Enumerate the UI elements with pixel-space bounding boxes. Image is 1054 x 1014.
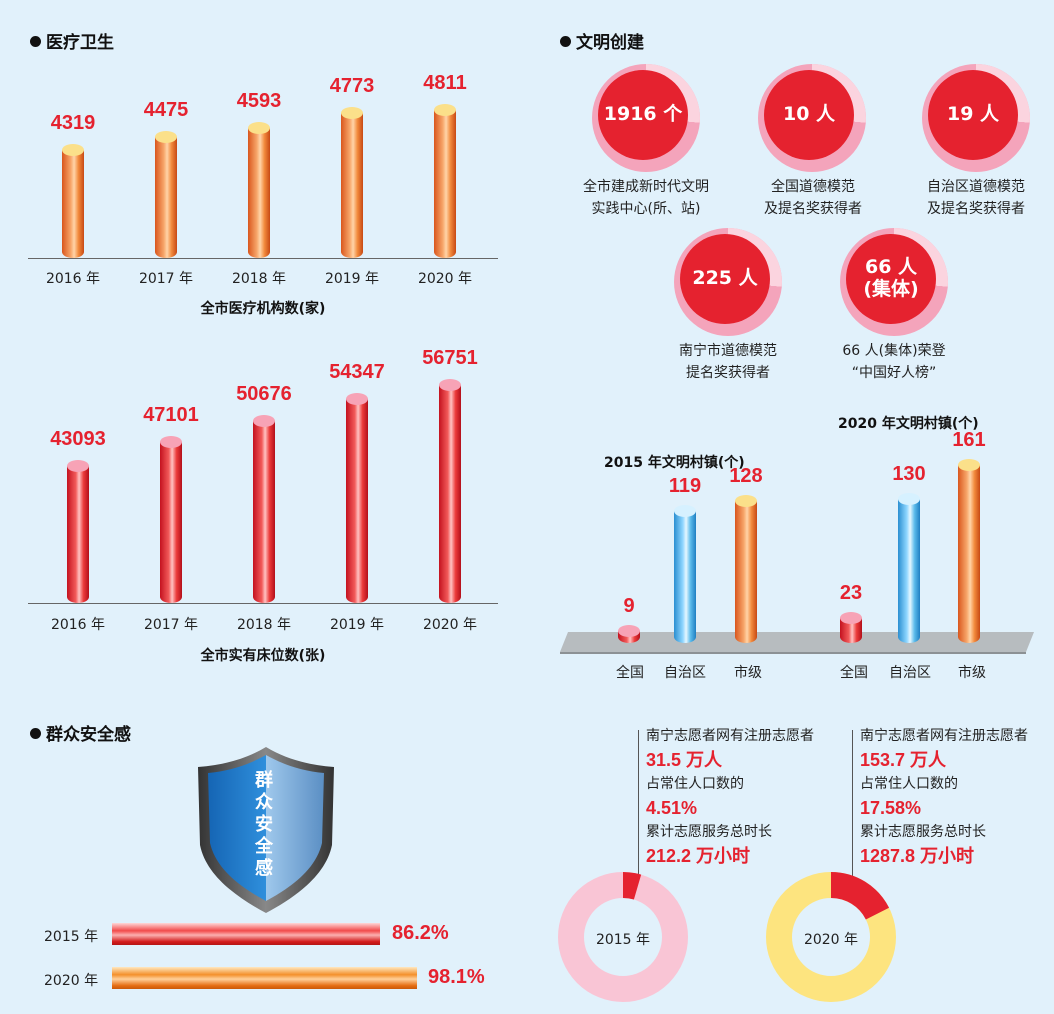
volunteer-2020-year: 2020 年 xyxy=(803,932,859,948)
shield-icon xyxy=(198,747,334,913)
section-title-civilization: 文明创建 xyxy=(560,28,644,53)
safety-value-2020: 98.1% xyxy=(428,966,485,988)
hospital_beds-bar xyxy=(67,460,89,603)
medical_institutions-value-label: 4593 xyxy=(236,89,282,112)
shield-text: 群 众 安 全 感 xyxy=(255,770,273,879)
bullet-icon xyxy=(30,35,41,47)
civ-circle-5: 66 人 (集体) xyxy=(840,228,948,336)
civ-circle-5-label: 66 人(集体)荣登 “中国好人榜” xyxy=(842,343,946,381)
village-bar-values_2020 xyxy=(958,459,980,643)
volunteer-2015-year: 2015 年 xyxy=(595,932,651,948)
medical_institutions-bar xyxy=(62,144,84,258)
civ-circle-3-label: 自治区道德模范 及提名奖获得者 xyxy=(927,179,1025,217)
hospital_beds-year-label: 2019 年 xyxy=(329,617,385,633)
volunteer-2020-donut xyxy=(766,872,896,1002)
safety-bar-2020 xyxy=(112,967,417,989)
village-category-label: 市级 xyxy=(958,665,986,681)
hospital_beds-year-label: 2018 年 xyxy=(236,617,292,633)
village-bar-values_2020 xyxy=(898,493,920,643)
civ-circle-5-value: 66 人 (集体) xyxy=(846,234,936,324)
hospital_beds-value-label: 47101 xyxy=(143,404,199,427)
medical_institutions-value-label: 4475 xyxy=(143,99,189,122)
village-bar-values_2015 xyxy=(735,495,757,643)
safety-year-2015: 2015 年 xyxy=(44,929,99,945)
medical_institutions-year-label: 2019 年 xyxy=(324,271,380,287)
civ-circle-1-value: 1916 个 xyxy=(598,70,688,160)
village-value-label: 128 xyxy=(729,465,763,488)
village-value-label: 161 xyxy=(952,429,986,451)
civ-circle-3-value: 19 人 xyxy=(928,70,1018,160)
civ-circle-2-label: 全国道德模范 及提名奖获得者 xyxy=(764,179,862,217)
hospital_beds-year-label: 2016 年 xyxy=(50,617,106,633)
volunteer-2020-text: 南宁志愿者网有注册志愿者 153.7 万人 占常住人口数的 17.58% 累计志… xyxy=(860,728,1028,866)
village-bar-values_2015 xyxy=(674,505,696,643)
village-value-label: 9 xyxy=(623,595,635,617)
village-bar-values_2015 xyxy=(618,625,640,643)
section-title-medical: 医疗卫生 xyxy=(30,28,114,53)
civ-circle-3: 19 人 xyxy=(922,64,1030,172)
hospital_beds-bar xyxy=(346,393,368,603)
hospital_beds-bar xyxy=(253,415,275,603)
volunteer-2020-line xyxy=(852,730,853,882)
hospital_beds-value-label: 54347 xyxy=(329,361,385,384)
civ-circle-4-label: 南宁市道德模范 提名奖获得者 xyxy=(679,343,777,381)
village-category-label: 自治区 xyxy=(664,665,706,681)
safety-bar-2015 xyxy=(112,923,380,945)
hospital_beds-bar xyxy=(160,436,182,603)
hospital_beds-value-label: 50676 xyxy=(236,383,292,406)
hospital_beds-year-label: 2017 年 xyxy=(143,617,199,633)
section-title-safety: 群众安全感 xyxy=(30,720,131,745)
villages-2020-title: 2020 年文明村镇(个) xyxy=(838,416,979,432)
medical_institutions-bar xyxy=(341,107,363,258)
village-value-label: 23 xyxy=(839,581,863,604)
medical_institutions-bar xyxy=(155,131,177,258)
civ-circle-1-label: 全市建成新时代文明 实践中心(所、站) xyxy=(583,179,709,217)
safety-value-2015: 86.2% xyxy=(392,922,449,944)
volunteer-2015-text: 南宁志愿者网有注册志愿者 31.5 万人 占常住人口数的 4.51% 累计志愿服… xyxy=(646,728,814,866)
hospital_beds-year-label: 2020 年 xyxy=(422,617,478,633)
volunteer-2015-line xyxy=(638,730,639,882)
bullet-icon xyxy=(30,727,41,739)
village-value-label: 119 xyxy=(668,475,702,498)
chart1-caption: 全市医疗机构数(家) xyxy=(200,301,326,317)
medical_institutions-value-label: 4773 xyxy=(329,75,375,98)
hospital_beds-value-label: 56751 xyxy=(422,347,478,369)
medical_institutions-year-label: 2016 年 xyxy=(45,271,101,287)
medical_institutions-year-label: 2020 年 xyxy=(417,271,473,287)
civ-circle-2: 10 人 xyxy=(758,64,866,172)
village-category-label: 自治区 xyxy=(889,665,931,681)
village-category-label: 全国 xyxy=(616,665,644,681)
medical_institutions-year-label: 2018 年 xyxy=(231,271,287,287)
hospital_beds-value-label: 43093 xyxy=(50,428,106,451)
chart1-axis xyxy=(28,258,498,259)
volunteer-2015-donut xyxy=(558,872,688,1002)
bullet-icon xyxy=(560,35,571,47)
civ-circle-4: 225 人 xyxy=(674,228,782,336)
medical_institutions-value-label: 4319 xyxy=(50,112,96,135)
medical_institutions-year-label: 2017 年 xyxy=(138,271,194,287)
chart2-axis xyxy=(28,603,498,604)
hospital_beds-bar xyxy=(439,379,461,603)
village-category-label: 市级 xyxy=(734,665,762,681)
medical_institutions-bar xyxy=(434,104,456,258)
donut1-slice xyxy=(622,872,642,900)
medical_institutions-bar xyxy=(248,121,270,258)
medical_institutions-value-label: 4811 xyxy=(423,72,467,94)
civ-circle-1: 1916 个 xyxy=(592,64,700,172)
donut2-slice xyxy=(830,872,890,921)
civ-circle-2-value: 10 人 xyxy=(764,70,854,160)
village-category-label: 全国 xyxy=(840,665,868,681)
villages-2015-title: 2015 年文明村镇(个) xyxy=(604,455,745,471)
village-bar-values_2020 xyxy=(840,611,862,643)
civ-circle-4-value: 225 人 xyxy=(680,234,770,324)
chart2-caption: 全市实有床位数(张) xyxy=(200,648,326,664)
village-value-label: 130 xyxy=(892,463,926,486)
safety-year-2020: 2020 年 xyxy=(44,973,99,989)
